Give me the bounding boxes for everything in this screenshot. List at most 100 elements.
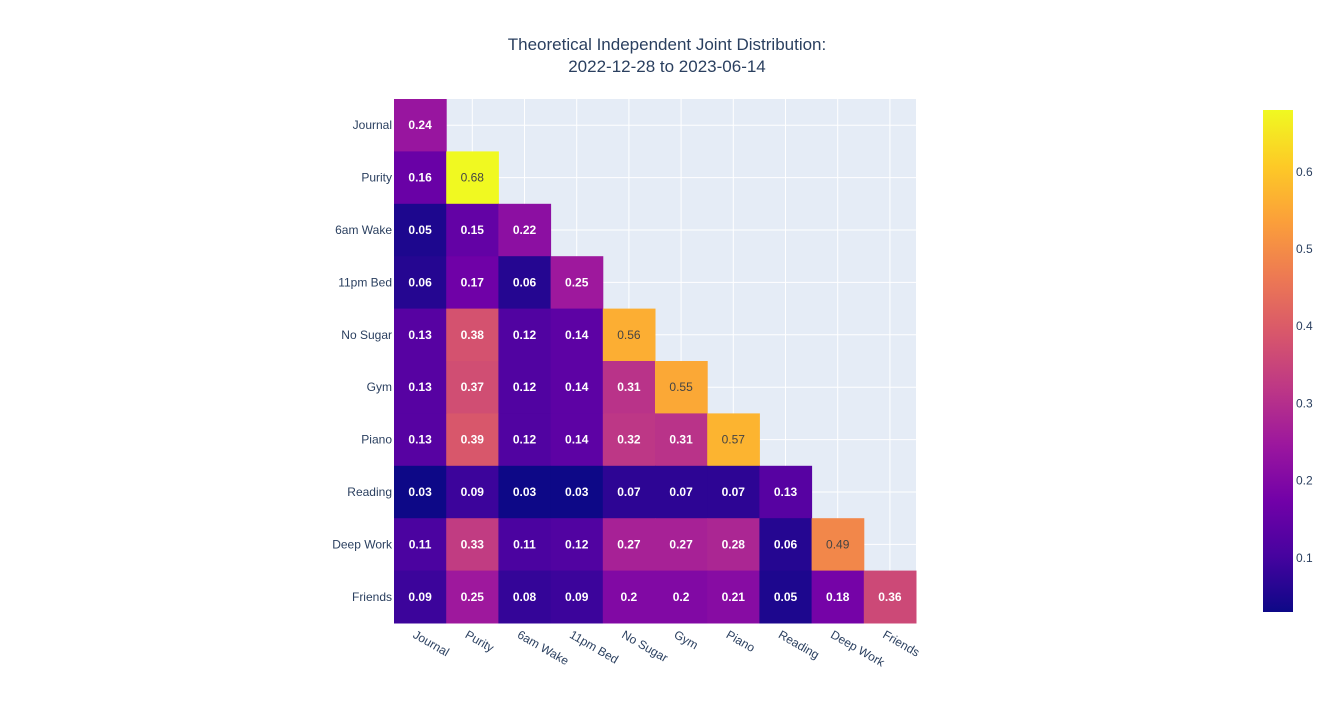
chart-title-line-2: 2022-12-28 to 2023-06-14 <box>568 57 766 76</box>
heatmap-cell <box>394 151 447 205</box>
heatmap-cell <box>602 570 656 624</box>
cell-value-label: 0.57 <box>722 433 746 447</box>
x-tick-label: Friends <box>880 627 922 659</box>
y-tick-label: 6am Wake <box>335 223 392 237</box>
heatmap-cell <box>394 99 447 152</box>
heatmap-cell <box>550 256 604 310</box>
heatmap-cell <box>550 308 604 362</box>
heatmap-cell <box>602 308 656 362</box>
cell-value-label: 0.15 <box>461 223 485 237</box>
cell-value-label: 0.08 <box>513 590 537 604</box>
colorbar-tick-label: 0.4 <box>1296 319 1313 333</box>
heatmap-cell <box>498 361 552 414</box>
heatmap-cell <box>446 256 499 310</box>
cell-value-label: 0.13 <box>408 328 432 342</box>
heatmap-cell <box>602 361 656 414</box>
heatmap-cell <box>655 361 708 414</box>
heatmap-cell <box>394 308 447 362</box>
cell-value-label: 0.12 <box>513 380 537 394</box>
cell-value-label: 0.16 <box>408 171 432 185</box>
x-tick-label: Gym <box>672 627 701 652</box>
cell-value-label: 0.03 <box>408 485 432 499</box>
heatmap-cell <box>498 308 552 362</box>
y-tick-label: Journal <box>353 118 392 132</box>
cell-value-label: 0.49 <box>826 537 850 551</box>
heatmap-cell <box>707 570 760 624</box>
cell-value-label: 0.03 <box>565 485 589 499</box>
heatmap-cell <box>707 413 760 467</box>
heatmap-cell <box>863 570 917 624</box>
cell-value-label: 0.03 <box>513 485 537 499</box>
colorbar-tick-label: 0.3 <box>1296 396 1313 410</box>
cell-value-label: 0.37 <box>461 380 485 394</box>
cell-value-label: 0.12 <box>565 537 589 551</box>
colorbar-tick-labels: 0.1 0.2 0.3 0.4 0.5 0.6 <box>1296 165 1313 565</box>
y-tick-label: Reading <box>347 485 392 499</box>
heatmap-cell <box>655 465 708 519</box>
cell-value-label: 0.31 <box>669 433 693 447</box>
y-tick-label: Gym <box>367 380 392 394</box>
cell-value-label: 0.05 <box>408 223 432 237</box>
colorbar <box>1263 110 1293 612</box>
cell-value-label: 0.2 <box>673 590 690 604</box>
cell-value-label: 0.25 <box>565 275 589 289</box>
x-tick-label: 6am Wake <box>515 627 572 668</box>
cell-value-label: 0.55 <box>669 380 693 394</box>
heatmap-cell <box>602 413 656 467</box>
y-tick-label: Piano <box>361 433 392 447</box>
colorbar-tick-label: 0.5 <box>1296 242 1313 256</box>
heatmap-cell <box>498 570 552 624</box>
y-tick-label: Friends <box>352 590 392 604</box>
cell-value-label: 0.2 <box>621 590 638 604</box>
cell-value-label: 0.11 <box>409 537 432 551</box>
heatmap-cell <box>446 518 499 572</box>
heatmap-cell <box>446 308 499 362</box>
cell-value-label: 0.39 <box>461 433 485 447</box>
heatmap-cell <box>446 570 499 624</box>
cell-value-label: 0.14 <box>565 380 589 394</box>
colorbar-tick-label: 0.1 <box>1296 551 1313 565</box>
cell-value-label: 0.12 <box>513 433 537 447</box>
x-tick-label: Reading <box>776 627 822 661</box>
colorbar-tick-label: 0.2 <box>1296 474 1313 488</box>
cell-value-label: 0.21 <box>722 590 746 604</box>
heatmap-cell <box>446 361 499 414</box>
cell-value-label: 0.38 <box>461 328 485 342</box>
chart-title: Theoretical Independent Joint Distributi… <box>508 35 826 76</box>
cell-value-label: 0.11 <box>513 537 536 551</box>
heatmap-cell <box>498 518 552 572</box>
heatmap-cell <box>394 256 447 310</box>
heatmap-cell <box>811 518 865 572</box>
cell-value-label: 0.17 <box>461 275 485 289</box>
heatmap-cell <box>446 465 499 519</box>
heatmap-cell <box>707 518 760 572</box>
heatmap-cell <box>394 465 447 519</box>
heatmap-cell <box>498 413 552 467</box>
x-tick-label: Deep Work <box>828 627 888 670</box>
cell-value-label: 0.14 <box>565 328 589 342</box>
heatmap-cell <box>394 361 447 414</box>
cell-value-label: 0.07 <box>617 485 641 499</box>
cell-value-label: 0.33 <box>461 537 485 551</box>
cell-value-label: 0.09 <box>461 485 485 499</box>
heatmap-cell <box>498 203 552 257</box>
x-tick-label: Journal <box>411 627 452 659</box>
heatmap-cell <box>655 518 708 572</box>
heatmap-cell <box>655 413 708 467</box>
heatmap-cell <box>550 518 604 572</box>
cell-value-label: 0.22 <box>513 223 537 237</box>
heatmap-cell <box>498 465 552 519</box>
cell-value-label: 0.28 <box>722 537 746 551</box>
heatmap-cell <box>446 151 499 205</box>
x-tick-label: Piano <box>724 627 758 655</box>
heatmap-cell <box>602 465 656 519</box>
cell-value-label: 0.68 <box>461 171 485 185</box>
heatmap-cell <box>707 465 760 519</box>
cell-value-label: 0.27 <box>617 537 641 551</box>
cell-value-label: 0.32 <box>617 433 641 447</box>
heatmap-cell <box>602 518 656 572</box>
y-tick-label: Deep Work <box>332 537 393 551</box>
heatmap-cells: 0.24 0.16 0.68 0.05 0.15 0.22 0.06 0.17 0.06 0.25… <box>394 99 917 624</box>
x-tick-label: No Sugar <box>619 627 670 664</box>
